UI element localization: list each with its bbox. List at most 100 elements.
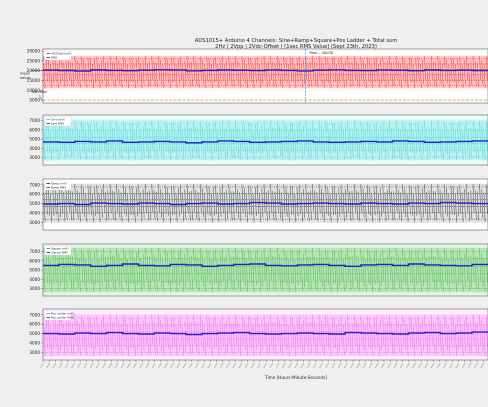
- signal-trace: [406, 63, 409, 89]
- signal-trace: [303, 253, 305, 288]
- signal-trace: [331, 186, 334, 216]
- signal-trace: [171, 250, 173, 285]
- signal-trace: [314, 61, 316, 86]
- signal-trace: [384, 192, 387, 222]
- signal-trace: [472, 314, 475, 346]
- signal-trace: [158, 56, 160, 81]
- x-tick-label-glyph: [201, 362, 205, 369]
- signal-trace: [452, 123, 455, 153]
- signal-trace: [158, 248, 160, 282]
- signal-trace: [59, 125, 61, 156]
- signal-trace: [65, 61, 68, 86]
- signal-trace: [210, 193, 213, 223]
- signal-trace: [397, 254, 400, 289]
- signal-trace: [138, 121, 140, 152]
- legend-entry: Pos Ladder (mV): [51, 312, 74, 316]
- signal-trace: [345, 320, 347, 352]
- signal-trace: [228, 247, 231, 282]
- x-tick-label-glyph: [40, 362, 44, 369]
- signal-trace: [149, 127, 151, 158]
- signal-trace: [479, 120, 481, 151]
- signal-trace: [122, 248, 125, 283]
- signal-trace: [246, 193, 248, 223]
- signal-trace: [83, 319, 85, 351]
- signal-trace: [426, 257, 429, 291]
- signal-trace: [450, 316, 453, 348]
- x-tick-label-glyph: [461, 362, 466, 369]
- signal-trace: [356, 321, 358, 353]
- signal-trace: [160, 60, 162, 85]
- signal-trace: [281, 63, 283, 88]
- signal-trace: [459, 121, 462, 152]
- signal-trace: [63, 192, 66, 222]
- signal-trace: [78, 324, 81, 356]
- signal-trace: [226, 321, 228, 353]
- signal-trace: [160, 253, 162, 287]
- signal-trace: [272, 127, 275, 158]
- signal-trace: [246, 63, 248, 89]
- signal-trace: [221, 56, 224, 81]
- signal-trace: [74, 120, 77, 151]
- signal-trace: [50, 193, 52, 223]
- signal-trace: [384, 324, 387, 356]
- signal-trace: [386, 60, 389, 86]
- signal-trace: [248, 57, 250, 82]
- signal-trace: [59, 252, 61, 287]
- signal-trace: [391, 62, 393, 87]
- signal-trace: [441, 324, 444, 356]
- signal-trace: [481, 60, 484, 85]
- signal-trace: [479, 56, 481, 81]
- x-tick-label-glyph: [114, 362, 119, 369]
- signal-trace: [149, 61, 151, 86]
- signal-trace: [360, 56, 363, 81]
- signal-trace: [483, 192, 486, 222]
- signal-trace: [400, 129, 402, 160]
- signal-trace: [81, 121, 83, 152]
- signal-trace: [186, 183, 189, 213]
- signal-trace: [276, 247, 279, 282]
- signal-trace: [74, 314, 77, 346]
- signal-trace: [426, 62, 429, 88]
- signal-trace: [463, 253, 466, 288]
- signal-trace: [303, 60, 305, 85]
- x-tick-label-glyph: [480, 362, 484, 369]
- signal-trace: [107, 61, 110, 86]
- y-tick-label: 3000: [29, 220, 40, 225]
- signal-trace: [261, 125, 264, 156]
- rms-line-ladder: [43, 331, 488, 336]
- signal-trace: [54, 122, 57, 152]
- signal-trace: [417, 57, 420, 82]
- legend-entry: Ramp (mV): [51, 182, 67, 186]
- signal-trace: [83, 187, 85, 217]
- signal-trace: [257, 56, 259, 82]
- signal-trace: [114, 128, 116, 159]
- signal-trace: [402, 121, 404, 152]
- x-tick-label-glyph: [412, 362, 416, 369]
- signal-trace: [457, 124, 459, 154]
- signal-trace: [199, 315, 202, 347]
- signal-trace: [428, 255, 431, 289]
- signal-trace: [367, 185, 369, 215]
- signal-trace: [48, 250, 50, 285]
- x-tick-label-glyph: [170, 362, 174, 369]
- signal-trace: [120, 192, 123, 222]
- signal-trace: [323, 192, 325, 222]
- signal-trace: [402, 56, 404, 81]
- signal-trace: [283, 315, 286, 347]
- signal-trace: [184, 60, 187, 85]
- signal-trace: [340, 56, 343, 81]
- signal-trace: [364, 193, 367, 223]
- signal-trace: [400, 323, 402, 356]
- signal-trace: [129, 57, 132, 83]
- signal-trace: [474, 190, 477, 220]
- signal-trace: [54, 316, 57, 348]
- signal-trace: [435, 62, 437, 87]
- signal-trace: [356, 255, 358, 289]
- signal-trace: [459, 315, 462, 348]
- signal-trace: [301, 129, 303, 160]
- signal-trace: [122, 184, 125, 214]
- signal-trace: [70, 61, 72, 87]
- x-tick-label-glyph: [294, 362, 298, 369]
- signal-trace: [114, 62, 116, 87]
